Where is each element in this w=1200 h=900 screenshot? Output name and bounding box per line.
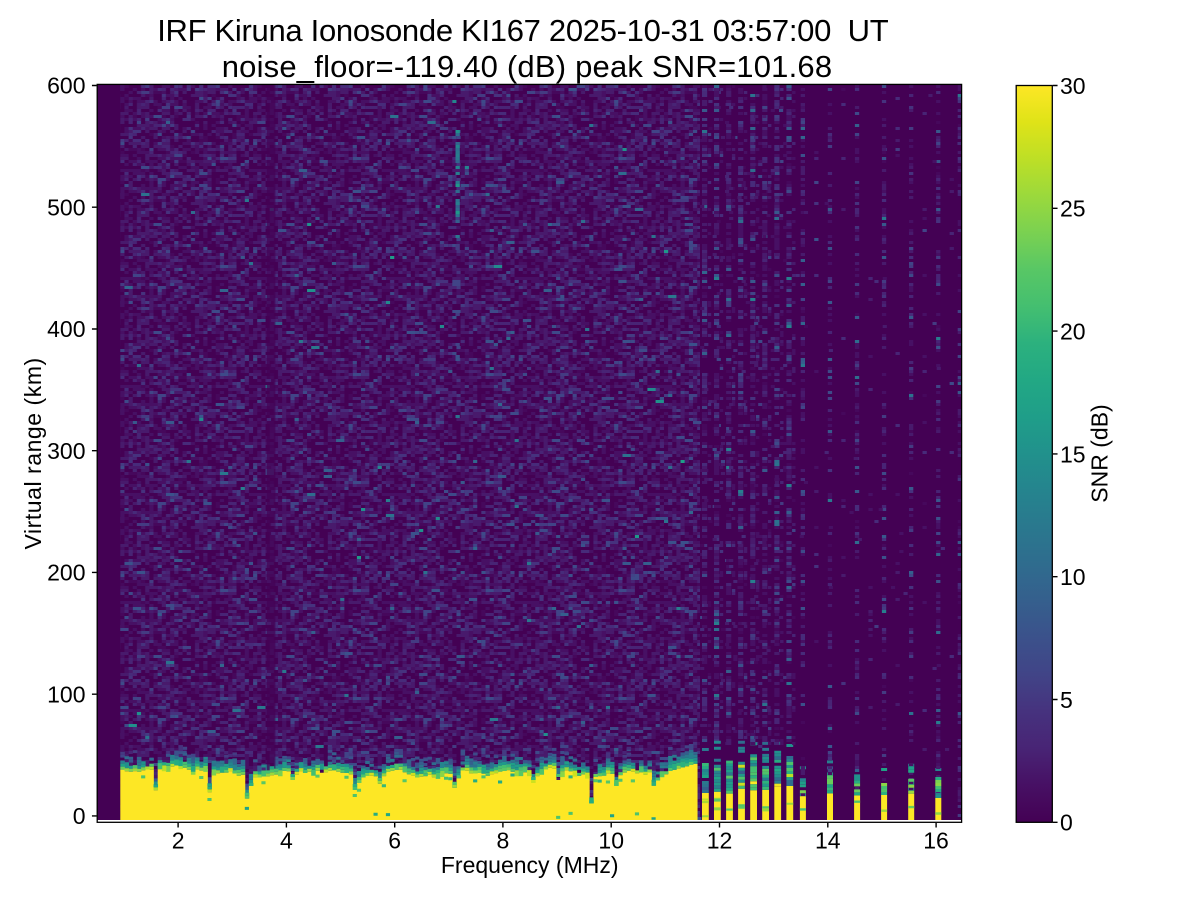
svg-text:5: 5 xyxy=(1060,687,1073,713)
svg-text:400: 400 xyxy=(47,316,85,342)
svg-text:10: 10 xyxy=(598,827,624,853)
svg-text:2: 2 xyxy=(172,827,185,853)
svg-text:Virtual range (km): Virtual range (km) xyxy=(20,357,46,549)
svg-text:noise_floor=-119.40 (dB) peak: noise_floor=-119.40 (dB) peak SNR=101.68 xyxy=(222,49,833,84)
svg-text:Frequency (MHz): Frequency (MHz) xyxy=(441,852,619,878)
svg-text:200: 200 xyxy=(47,560,85,586)
svg-text:10: 10 xyxy=(1060,564,1086,590)
svg-text:IRF Kiruna Ionosonde KI167 202: IRF Kiruna Ionosonde KI167 2025-10-31 03… xyxy=(157,13,889,48)
svg-text:0: 0 xyxy=(73,803,86,829)
svg-text:SNR (dB): SNR (dB) xyxy=(1087,404,1113,502)
svg-text:500: 500 xyxy=(47,194,85,220)
svg-text:12: 12 xyxy=(707,827,733,853)
svg-text:300: 300 xyxy=(47,438,85,464)
svg-text:30: 30 xyxy=(1060,73,1086,99)
svg-text:600: 600 xyxy=(47,73,85,99)
svg-text:100: 100 xyxy=(47,681,85,707)
svg-text:20: 20 xyxy=(1060,319,1086,345)
svg-text:0: 0 xyxy=(1060,810,1073,836)
svg-text:25: 25 xyxy=(1060,196,1086,222)
svg-text:8: 8 xyxy=(497,827,510,853)
svg-text:16: 16 xyxy=(923,827,949,853)
svg-text:15: 15 xyxy=(1060,441,1086,467)
svg-text:6: 6 xyxy=(388,827,401,853)
svg-text:4: 4 xyxy=(280,827,293,853)
svg-text:14: 14 xyxy=(815,827,841,853)
